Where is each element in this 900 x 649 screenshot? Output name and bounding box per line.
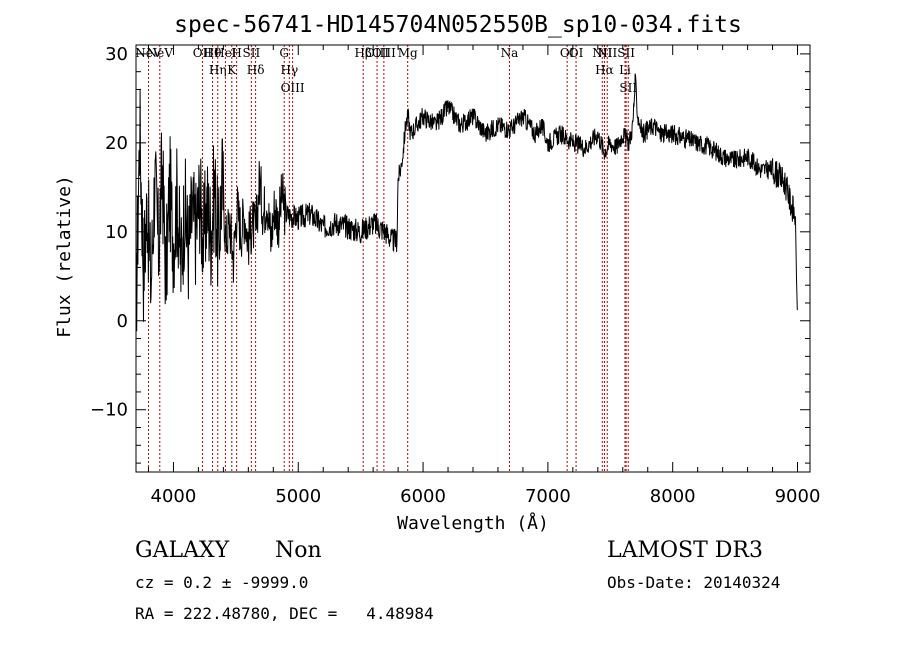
y-axis-ticks: −10 0 10 20 30 <box>90 44 810 464</box>
x-tick-label-2: 6000 <box>400 486 446 507</box>
x-tick-label-1: 5000 <box>275 486 321 507</box>
marker-label-4: Hη <box>209 63 227 77</box>
ra-dec: RA = 222.48780, DEC = 4.48984 <box>135 604 434 623</box>
marker-label-22: NII <box>597 46 617 60</box>
emission-line-markers <box>147 45 629 472</box>
marker-label-17: Na <box>501 46 519 60</box>
marker-label-2: OII <box>193 46 213 60</box>
spectrum-line <box>135 73 798 332</box>
y-tick-label-2: 10 <box>105 222 128 243</box>
x-axis-label: Wavelength (Å) <box>397 512 549 534</box>
x-tick-label-0: 4000 <box>151 486 197 507</box>
marker-label-16: Mg <box>398 46 418 60</box>
y-tick-label-4: 30 <box>105 44 128 65</box>
marker-label-11: Hγ <box>281 63 299 77</box>
marker-label-8: SII <box>242 46 260 60</box>
marker-label-5: HeI <box>214 46 237 60</box>
marker-label-24: Li <box>619 63 631 77</box>
x-tick-label-4: 8000 <box>650 486 696 507</box>
marker-label-7: H <box>231 46 241 60</box>
object-subclass: Non <box>275 538 322 563</box>
marker-label-25: SII <box>619 81 637 95</box>
x-axis-ticks: 4000 5000 6000 7000 8000 9000 <box>147 45 821 507</box>
marker-label-23: SII <box>617 46 635 60</box>
marker-label-10: G <box>279 46 289 60</box>
marker-label-0: NeV <box>147 46 174 60</box>
marker-label-15: OIII <box>372 46 396 60</box>
x-tick-label-3: 7000 <box>525 486 571 507</box>
marker-label-1: NeV <box>135 46 162 60</box>
marker-label-3: Hθ <box>204 46 222 60</box>
marker-label-12: OIII <box>281 81 305 95</box>
marker-label-18: OI <box>560 46 575 60</box>
x-tick-label-5: 9000 <box>775 486 821 507</box>
y-tick-label-0: −10 <box>90 400 128 421</box>
marker-label-14: OIII <box>365 46 389 60</box>
y-axis-label: Flux (relative) <box>54 175 75 338</box>
y-tick-label-3: 20 <box>105 133 128 154</box>
marker-label-6: K <box>227 63 237 77</box>
y-tick-label-1: 0 <box>117 311 128 332</box>
obs-date: Obs-Date: 20140324 <box>607 573 781 592</box>
marker-label-9: Hδ <box>247 63 265 77</box>
marker-label-21: Hα <box>595 63 614 77</box>
marker-label-19: OI <box>569 46 584 60</box>
object-class: GALAXY <box>135 538 230 563</box>
redshift-cz: cz = 0.2 ± -9999.0 <box>135 573 309 592</box>
marker-label-13: Hβ <box>354 46 371 60</box>
chart-title: spec-56741-HD145704N052550B_sp10-034.fit… <box>174 12 742 38</box>
survey-name: LAMOST DR3 <box>607 538 763 563</box>
